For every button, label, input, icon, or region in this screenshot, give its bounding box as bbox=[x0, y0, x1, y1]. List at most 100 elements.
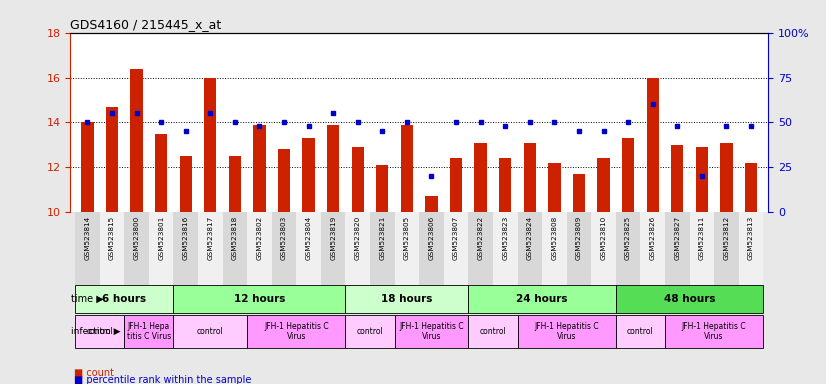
Bar bbox=[499, 158, 511, 212]
Bar bbox=[352, 147, 364, 212]
Text: 6 hours: 6 hours bbox=[102, 294, 146, 304]
Bar bbox=[567, 212, 591, 285]
Bar bbox=[345, 285, 468, 313]
Text: GSM523814: GSM523814 bbox=[84, 216, 90, 260]
Bar bbox=[345, 212, 370, 285]
Bar bbox=[738, 212, 763, 285]
Text: GSM523807: GSM523807 bbox=[453, 216, 459, 260]
Text: GSM523805: GSM523805 bbox=[404, 216, 410, 260]
Bar bbox=[671, 145, 683, 212]
Bar bbox=[524, 142, 536, 212]
Bar bbox=[100, 212, 124, 285]
Bar bbox=[542, 212, 567, 285]
Bar bbox=[518, 212, 542, 285]
Bar bbox=[597, 158, 610, 212]
Bar bbox=[745, 163, 757, 212]
Bar bbox=[327, 125, 339, 212]
Bar bbox=[124, 212, 149, 285]
Bar bbox=[401, 125, 413, 212]
Text: 48 hours: 48 hours bbox=[664, 294, 715, 304]
Text: JFH-1 Hepatitis C
Virus: JFH-1 Hepatitis C Virus bbox=[681, 322, 747, 341]
Text: GSM523801: GSM523801 bbox=[158, 216, 164, 260]
Bar bbox=[468, 314, 518, 348]
Text: ■ count: ■ count bbox=[74, 367, 114, 377]
Text: GSM523816: GSM523816 bbox=[183, 216, 188, 260]
Text: GSM523827: GSM523827 bbox=[674, 216, 681, 260]
Text: GSM523818: GSM523818 bbox=[232, 216, 238, 260]
Bar bbox=[302, 138, 315, 212]
Text: JFH-1 Hepa
titis C Virus: JFH-1 Hepa titis C Virus bbox=[126, 322, 171, 341]
Bar bbox=[75, 285, 173, 313]
Text: GSM523813: GSM523813 bbox=[748, 216, 754, 260]
Bar bbox=[572, 174, 585, 212]
Bar bbox=[647, 78, 659, 212]
Bar bbox=[616, 314, 665, 348]
Bar bbox=[81, 122, 93, 212]
Bar bbox=[376, 165, 388, 212]
Bar bbox=[173, 314, 247, 348]
Bar bbox=[425, 196, 438, 212]
Text: control: control bbox=[197, 327, 224, 336]
Text: GSM523822: GSM523822 bbox=[477, 216, 484, 260]
Bar bbox=[665, 212, 690, 285]
Bar bbox=[720, 142, 733, 212]
Text: infection ▶: infection ▶ bbox=[71, 327, 121, 336]
Text: GSM523811: GSM523811 bbox=[699, 216, 705, 260]
Bar bbox=[370, 212, 395, 285]
Bar bbox=[75, 212, 100, 285]
Bar bbox=[75, 314, 124, 348]
Text: GSM523809: GSM523809 bbox=[576, 216, 582, 260]
Bar bbox=[222, 212, 247, 285]
Text: GSM523802: GSM523802 bbox=[256, 216, 263, 260]
Text: GSM523810: GSM523810 bbox=[601, 216, 606, 260]
Bar bbox=[278, 149, 290, 212]
Bar bbox=[420, 212, 444, 285]
Text: JFH-1 Hepatitis C
Virus: JFH-1 Hepatitis C Virus bbox=[534, 322, 599, 341]
Text: GSM523824: GSM523824 bbox=[527, 216, 533, 260]
Text: GSM523815: GSM523815 bbox=[109, 216, 115, 260]
Bar bbox=[247, 212, 272, 285]
Bar bbox=[665, 314, 763, 348]
Bar bbox=[204, 78, 216, 212]
Text: control: control bbox=[87, 327, 113, 336]
Bar bbox=[591, 212, 616, 285]
Text: control: control bbox=[480, 327, 506, 336]
Bar bbox=[149, 212, 173, 285]
Bar bbox=[173, 285, 345, 313]
Bar bbox=[450, 158, 463, 212]
Text: GSM523804: GSM523804 bbox=[306, 216, 311, 260]
Bar bbox=[395, 314, 468, 348]
Bar bbox=[622, 138, 634, 212]
Text: control: control bbox=[357, 327, 383, 336]
Bar bbox=[714, 212, 738, 285]
Text: ■ percentile rank within the sample: ■ percentile rank within the sample bbox=[74, 375, 252, 384]
Bar bbox=[320, 212, 345, 285]
Bar bbox=[198, 212, 222, 285]
Bar bbox=[272, 212, 297, 285]
Bar bbox=[247, 314, 345, 348]
Text: 12 hours: 12 hours bbox=[234, 294, 285, 304]
Bar bbox=[124, 314, 173, 348]
Text: GSM523803: GSM523803 bbox=[281, 216, 287, 260]
Bar bbox=[395, 212, 420, 285]
Text: GSM523806: GSM523806 bbox=[429, 216, 434, 260]
Bar bbox=[345, 314, 395, 348]
Bar bbox=[640, 212, 665, 285]
Bar bbox=[155, 134, 168, 212]
Text: GSM523817: GSM523817 bbox=[207, 216, 213, 260]
Text: GSM523808: GSM523808 bbox=[552, 216, 558, 260]
Text: GSM523826: GSM523826 bbox=[650, 216, 656, 260]
Text: 18 hours: 18 hours bbox=[382, 294, 433, 304]
Text: GSM523825: GSM523825 bbox=[625, 216, 631, 260]
Bar bbox=[616, 212, 640, 285]
Bar bbox=[616, 285, 763, 313]
Bar bbox=[548, 163, 561, 212]
Bar bbox=[444, 212, 468, 285]
Text: GDS4160 / 215445_x_at: GDS4160 / 215445_x_at bbox=[70, 18, 221, 31]
Bar bbox=[131, 68, 143, 212]
Bar bbox=[106, 107, 118, 212]
Text: JFH-1 Hepatitis C
Virus: JFH-1 Hepatitis C Virus bbox=[399, 322, 463, 341]
Bar bbox=[173, 212, 198, 285]
Bar bbox=[695, 147, 708, 212]
Bar bbox=[474, 142, 487, 212]
